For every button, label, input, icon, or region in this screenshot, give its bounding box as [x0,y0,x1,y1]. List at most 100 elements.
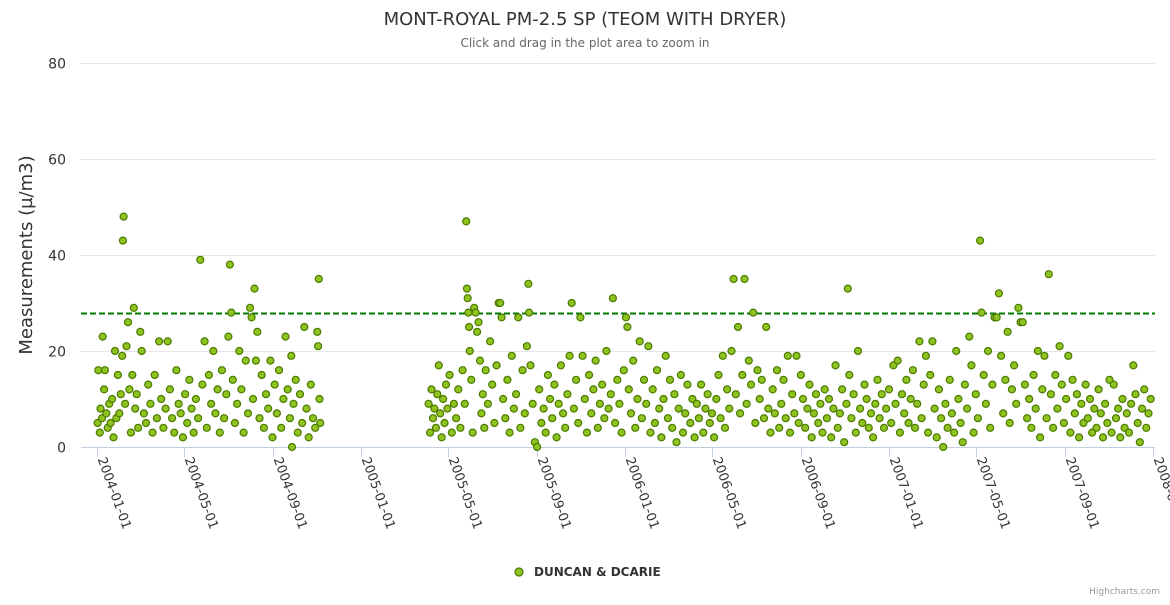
data-point[interactable] [268,433,277,442]
data-point[interactable] [845,370,854,380]
data-point[interactable] [488,380,497,389]
data-point[interactable] [670,390,679,399]
data-point[interactable] [427,385,436,394]
data-point[interactable] [119,212,128,221]
data-point[interactable] [480,423,489,432]
data-point[interactable] [930,404,939,413]
data-point[interactable] [1129,361,1138,370]
legend[interactable]: DUNCAN & DCARIE [514,565,661,579]
data-point[interactable] [842,399,851,408]
data-point[interactable] [316,418,325,428]
data-point[interactable] [497,313,506,322]
data-point[interactable] [701,404,710,413]
data-point[interactable] [161,404,170,413]
data-point[interactable] [971,390,980,399]
data-point[interactable] [314,342,323,351]
data-point[interactable] [648,385,657,394]
data-point[interactable] [235,346,244,356]
data-point[interactable] [514,313,523,322]
data-point[interactable] [674,404,683,413]
data-point[interactable] [619,366,628,375]
data-point[interactable] [281,332,290,341]
data-point[interactable] [522,342,532,351]
data-point[interactable] [725,404,734,413]
data-point[interactable] [543,370,553,380]
data-point[interactable] [781,414,790,423]
data-point[interactable] [447,428,456,437]
data-point[interactable] [696,380,706,389]
data-point[interactable] [1144,409,1153,418]
data-point[interactable] [926,370,935,380]
data-point[interactable] [593,423,602,432]
data-point[interactable] [507,351,516,360]
data-point[interactable] [300,322,309,332]
data-point[interactable] [954,394,963,404]
data-point[interactable] [956,418,965,428]
data-point[interactable] [1137,404,1147,413]
data-point[interactable] [613,375,622,384]
data-point[interactable] [537,418,546,428]
data-point[interactable] [304,433,313,442]
data-point[interactable] [703,390,712,399]
data-point[interactable] [253,327,262,336]
data-point[interactable] [1005,418,1014,428]
data-point[interactable] [1113,404,1123,413]
data-point[interactable] [740,274,749,284]
data-point[interactable] [496,298,505,308]
data-point[interactable] [871,399,880,408]
data-point[interactable] [621,313,631,322]
data-point[interactable] [777,399,786,408]
data-point[interactable] [468,428,477,437]
data-point[interactable] [783,351,792,360]
data-point[interactable] [478,390,487,399]
data-point[interactable] [94,366,103,375]
data-point[interactable] [569,404,579,413]
data-point[interactable] [209,346,218,356]
data-point[interactable] [251,356,260,365]
data-point[interactable] [471,308,480,317]
data-point[interactable] [1085,394,1095,404]
data-point[interactable] [503,375,512,384]
data-point[interactable] [913,399,922,408]
data-point[interactable] [434,361,443,370]
data-point[interactable] [170,428,179,437]
data-point[interactable] [600,414,609,423]
data-point[interactable] [467,375,476,384]
data-point[interactable] [639,375,649,384]
data-point[interactable] [202,423,211,432]
data-point[interactable] [1072,390,1082,399]
data-point[interactable] [443,404,452,413]
data-point[interactable] [1122,409,1131,418]
data-point[interactable] [574,418,583,428]
data-point[interactable] [1014,303,1023,312]
data-point[interactable] [230,418,239,428]
data-point[interactable] [509,404,519,413]
data-point[interactable] [211,409,220,418]
data-point[interactable] [449,399,458,408]
data-point[interactable] [792,351,801,360]
data-point[interactable] [1142,423,1151,432]
data-point[interactable] [764,404,773,413]
data-point[interactable] [624,385,633,394]
data-point[interactable] [1055,342,1064,351]
data-point[interactable] [189,428,198,437]
data-point[interactable] [1038,385,1047,394]
data-point[interactable] [981,399,991,408]
data-point[interactable] [462,284,471,293]
data-point[interactable] [1025,394,1034,404]
data-point[interactable] [895,428,905,437]
data-point[interactable] [928,337,937,346]
data-point[interactable] [95,428,104,437]
data-point[interactable] [463,294,472,303]
data-point[interactable] [1135,438,1144,447]
data-point[interactable] [144,380,153,389]
data-point[interactable] [465,322,474,332]
data-point[interactable] [822,414,832,423]
data-point[interactable] [657,433,666,442]
data-point[interactable] [220,414,229,423]
data-point[interactable] [528,399,537,408]
data-point[interactable] [460,399,469,408]
data-point[interactable] [746,380,756,389]
data-point[interactable] [131,404,140,413]
data-point[interactable] [118,236,128,245]
